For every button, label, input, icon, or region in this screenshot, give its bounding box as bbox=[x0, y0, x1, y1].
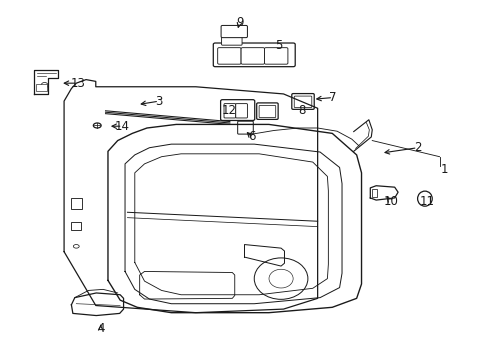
FancyBboxPatch shape bbox=[291, 94, 314, 109]
FancyBboxPatch shape bbox=[235, 104, 247, 118]
Ellipse shape bbox=[93, 123, 101, 128]
Text: 13: 13 bbox=[70, 77, 85, 90]
Text: 12: 12 bbox=[221, 104, 236, 117]
FancyBboxPatch shape bbox=[221, 26, 247, 38]
FancyBboxPatch shape bbox=[220, 100, 254, 121]
Text: 11: 11 bbox=[419, 195, 434, 208]
FancyBboxPatch shape bbox=[224, 104, 235, 118]
FancyBboxPatch shape bbox=[213, 43, 295, 67]
Bar bbox=[71, 222, 81, 230]
FancyBboxPatch shape bbox=[264, 48, 287, 64]
FancyBboxPatch shape bbox=[256, 103, 278, 120]
Text: 7: 7 bbox=[329, 91, 336, 104]
Bar bbox=[371, 189, 376, 197]
Text: 9: 9 bbox=[235, 16, 243, 29]
Text: 5: 5 bbox=[274, 39, 282, 52]
FancyBboxPatch shape bbox=[294, 96, 311, 108]
FancyBboxPatch shape bbox=[217, 48, 241, 64]
FancyBboxPatch shape bbox=[241, 48, 264, 64]
FancyBboxPatch shape bbox=[221, 37, 242, 45]
Bar bbox=[71, 198, 82, 209]
FancyBboxPatch shape bbox=[259, 105, 275, 118]
Text: 3: 3 bbox=[155, 95, 163, 108]
Text: 8: 8 bbox=[298, 104, 305, 117]
Ellipse shape bbox=[41, 82, 48, 88]
Ellipse shape bbox=[254, 258, 307, 299]
Text: 14: 14 bbox=[115, 120, 130, 133]
Text: 10: 10 bbox=[383, 195, 397, 208]
Text: 4: 4 bbox=[97, 322, 104, 335]
Text: 1: 1 bbox=[440, 163, 447, 176]
FancyBboxPatch shape bbox=[237, 121, 253, 134]
Bar bbox=[36, 84, 46, 91]
Ellipse shape bbox=[268, 269, 292, 288]
Text: 2: 2 bbox=[413, 141, 421, 154]
Text: 6: 6 bbox=[247, 130, 255, 144]
Ellipse shape bbox=[73, 244, 79, 248]
Ellipse shape bbox=[417, 191, 431, 206]
